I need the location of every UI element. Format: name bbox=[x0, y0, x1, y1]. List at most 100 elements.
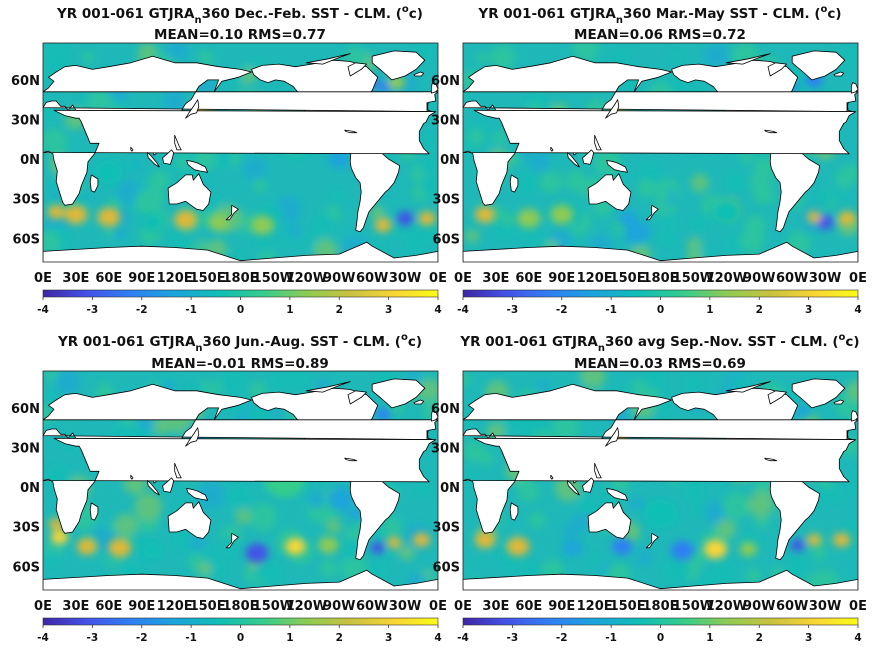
anomaly-patch bbox=[671, 540, 694, 560]
map-frame bbox=[462, 370, 859, 591]
land-newzealand bbox=[645, 204, 659, 221]
x-tick-label: 30W bbox=[389, 599, 421, 614]
colorbar-tick-label: -1 bbox=[185, 304, 197, 316]
x-tick-label: 150W bbox=[253, 599, 294, 614]
panel-title: YR 001-061 GTJRAn360 Mar.-May SST - CLM.… bbox=[477, 4, 841, 26]
y-tick-label: 60S bbox=[13, 232, 40, 247]
x-tick-label: 60E bbox=[515, 599, 542, 614]
land-japan bbox=[185, 99, 200, 119]
x-tick-label: 0E bbox=[849, 271, 867, 286]
x-tick-label: 60W bbox=[356, 599, 388, 614]
land-newzealand bbox=[225, 532, 239, 549]
colorbar-tick-label: 0 bbox=[237, 632, 244, 644]
land-japan bbox=[605, 427, 620, 447]
x-tick-label: 150W bbox=[673, 271, 714, 286]
land-iceland bbox=[413, 71, 425, 77]
anomaly-patch bbox=[142, 214, 163, 231]
x-tick-label: 90W bbox=[743, 271, 775, 286]
land-cuba bbox=[344, 129, 358, 134]
land-uk bbox=[851, 410, 858, 422]
panel-subtitle: MEAN=0.03 RMS=0.69 bbox=[574, 356, 746, 372]
x-tick-label: 180E bbox=[222, 271, 258, 286]
land-africa bbox=[43, 109, 437, 206]
land-borneo bbox=[162, 149, 174, 165]
anomaly-patch bbox=[506, 536, 530, 556]
x-tick-label: 180E bbox=[642, 271, 678, 286]
x-tick-label: 90E bbox=[128, 599, 155, 614]
y-tick-label: 30N bbox=[431, 114, 460, 129]
land-africa bbox=[43, 437, 437, 534]
anomaly-patch bbox=[627, 222, 650, 242]
x-tick-label: 60E bbox=[95, 599, 122, 614]
land-borneo bbox=[582, 149, 594, 165]
land-japan bbox=[185, 427, 200, 447]
land-srilanka bbox=[550, 146, 554, 152]
y-tick-label: 60N bbox=[11, 74, 40, 89]
anomaly-patch bbox=[612, 538, 633, 555]
land-cuba bbox=[764, 457, 778, 462]
x-tick-label: 180E bbox=[642, 599, 678, 614]
anomaly-patch bbox=[208, 214, 229, 231]
anomaly-patch bbox=[376, 408, 391, 421]
land-antarctica bbox=[43, 569, 438, 590]
land-americas-south bbox=[769, 142, 820, 233]
panel-djf: YR 001-061 GTJRAn360 Dec.-Feb. SST - CLM… bbox=[11, 4, 447, 316]
land-greenland bbox=[791, 50, 846, 81]
land-newguinea bbox=[186, 160, 208, 173]
x-tick-label: 0E bbox=[429, 271, 447, 286]
anomaly-patch bbox=[517, 208, 541, 228]
y-tick-label: 60N bbox=[431, 402, 460, 417]
land-africa bbox=[463, 437, 857, 534]
y-tick-label: 30S bbox=[13, 521, 40, 536]
x-tick-label: 0E bbox=[34, 599, 52, 614]
land-philippines bbox=[174, 462, 182, 479]
colorbar-tick-label: -1 bbox=[605, 304, 617, 316]
anomaly-patch bbox=[47, 204, 65, 219]
x-tick-label: 150W bbox=[673, 599, 714, 614]
anomaly-patch bbox=[703, 539, 727, 559]
x-tick-label: 90E bbox=[548, 599, 575, 614]
anomaly-patch bbox=[396, 211, 414, 226]
anomaly-patch bbox=[108, 538, 132, 558]
colorbar-tick-label: -4 bbox=[37, 304, 49, 316]
land-baffin bbox=[767, 390, 788, 405]
x-tick-label: 60W bbox=[776, 271, 808, 286]
land-cuba bbox=[764, 129, 778, 134]
x-tick-label: 120W bbox=[706, 599, 747, 614]
land-greenland bbox=[371, 50, 426, 81]
colorbar-tick-label: 1 bbox=[706, 304, 713, 316]
anomaly-patch bbox=[386, 536, 402, 549]
colorbar-tick-label: 0 bbox=[657, 304, 664, 316]
land-mask bbox=[463, 378, 858, 590]
colorbar-tick-label: 4 bbox=[434, 304, 441, 316]
land-philippines bbox=[594, 134, 602, 151]
land-sumatra bbox=[566, 152, 580, 168]
anomaly-patch bbox=[617, 210, 638, 227]
land-uk bbox=[431, 82, 438, 94]
colorbar-tick-label: -2 bbox=[136, 632, 148, 644]
land-africa bbox=[463, 109, 857, 206]
panel-title: YR 001-061 GTJRAn360 Dec.-Feb. SST - CLM… bbox=[56, 4, 423, 26]
land-mask bbox=[43, 378, 438, 590]
y-tick-label: 60S bbox=[433, 232, 460, 247]
map-frame bbox=[42, 370, 439, 591]
x-tick-label: 120E bbox=[577, 599, 613, 614]
land-baffin bbox=[347, 62, 368, 77]
land-iceland bbox=[413, 399, 425, 405]
anomaly-patch bbox=[245, 543, 269, 563]
colorbar-tick-label: -4 bbox=[457, 632, 469, 644]
land-madagascar bbox=[509, 174, 519, 193]
x-tick-label: 60W bbox=[776, 599, 808, 614]
anomaly-patch bbox=[370, 541, 385, 554]
y-tick-label: 30N bbox=[11, 442, 40, 457]
x-tick-label: 120E bbox=[577, 271, 613, 286]
map-frame bbox=[462, 42, 859, 263]
colorbar-tick-label: 3 bbox=[805, 304, 812, 316]
colorbar-tick-label: 1 bbox=[286, 632, 293, 644]
panel-jja: YR 001-061 GTJRAn360 Jun.-Aug. SST - CLM… bbox=[11, 332, 447, 644]
colorbar-tick-label: 3 bbox=[385, 632, 392, 644]
colorbar-tick-label: -2 bbox=[136, 304, 148, 316]
land-antarctica bbox=[463, 241, 858, 262]
anomaly-patch bbox=[806, 533, 822, 546]
land-iceland bbox=[833, 71, 845, 77]
